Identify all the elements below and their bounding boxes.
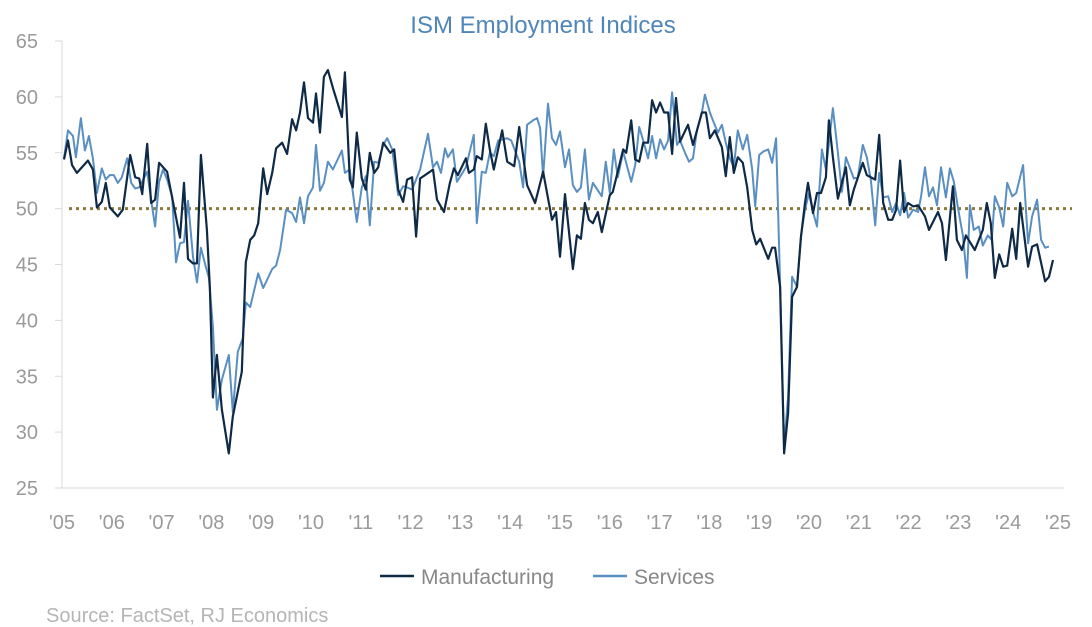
x-tick-label: '08 — [198, 512, 224, 534]
x-tick-label: '12 — [398, 512, 424, 534]
x-tick-label: '22 — [896, 512, 922, 534]
x-tick-label: '15 — [547, 512, 573, 534]
x-tick-label: '17 — [647, 512, 673, 534]
y-tick-label: 35 — [16, 366, 38, 388]
x-tick-label: '09 — [248, 512, 274, 534]
y-tick-label: 65 — [16, 31, 38, 53]
x-tick-label: '21 — [846, 512, 872, 534]
x-tick-label: '23 — [945, 512, 971, 534]
chart-title: ISM Employment Indices — [410, 12, 675, 39]
y-tick-label: 60 — [16, 87, 38, 109]
x-tick-label: '13 — [447, 512, 473, 534]
x-tick-label: '25 — [1045, 512, 1071, 534]
x-tick-label: '11 — [349, 512, 374, 534]
y-tick-label: 45 — [16, 255, 38, 277]
y-tick-label: 40 — [16, 310, 38, 332]
series-line-manufacturing — [62, 69, 1055, 455]
x-tick-label: '24 — [995, 512, 1021, 534]
y-tick-label: 30 — [16, 422, 38, 444]
y-tick-label: 25 — [16, 478, 38, 500]
x-tick-label: '20 — [796, 512, 822, 534]
y-tick-label: 50 — [16, 199, 38, 221]
x-tick-label: '16 — [597, 512, 623, 534]
x-tick-label: '18 — [696, 512, 722, 534]
axes: 25 30 35 40 45 50 55 60 65 '05 '06 '07 '08 '09 '10 '11 '… — [16, 31, 1072, 534]
series-line-services — [63, 91, 1050, 448]
x-tick-label: '19 — [746, 512, 772, 534]
x-tick-label: '06 — [99, 512, 125, 534]
x-tick-label: '05 — [49, 512, 75, 534]
legend-label-services: Services — [634, 566, 715, 589]
source-note: Source: FactSet, RJ Economics — [46, 605, 328, 627]
x-tick-label: '14 — [497, 512, 523, 534]
x-tick-label: '07 — [149, 512, 175, 534]
legend: Manufacturing Services — [380, 566, 715, 589]
series-lines — [62, 69, 1055, 455]
legend-label-manufacturing: Manufacturing — [421, 566, 554, 589]
y-tick-label: 55 — [16, 143, 38, 165]
x-tick-label: '10 — [298, 512, 324, 534]
